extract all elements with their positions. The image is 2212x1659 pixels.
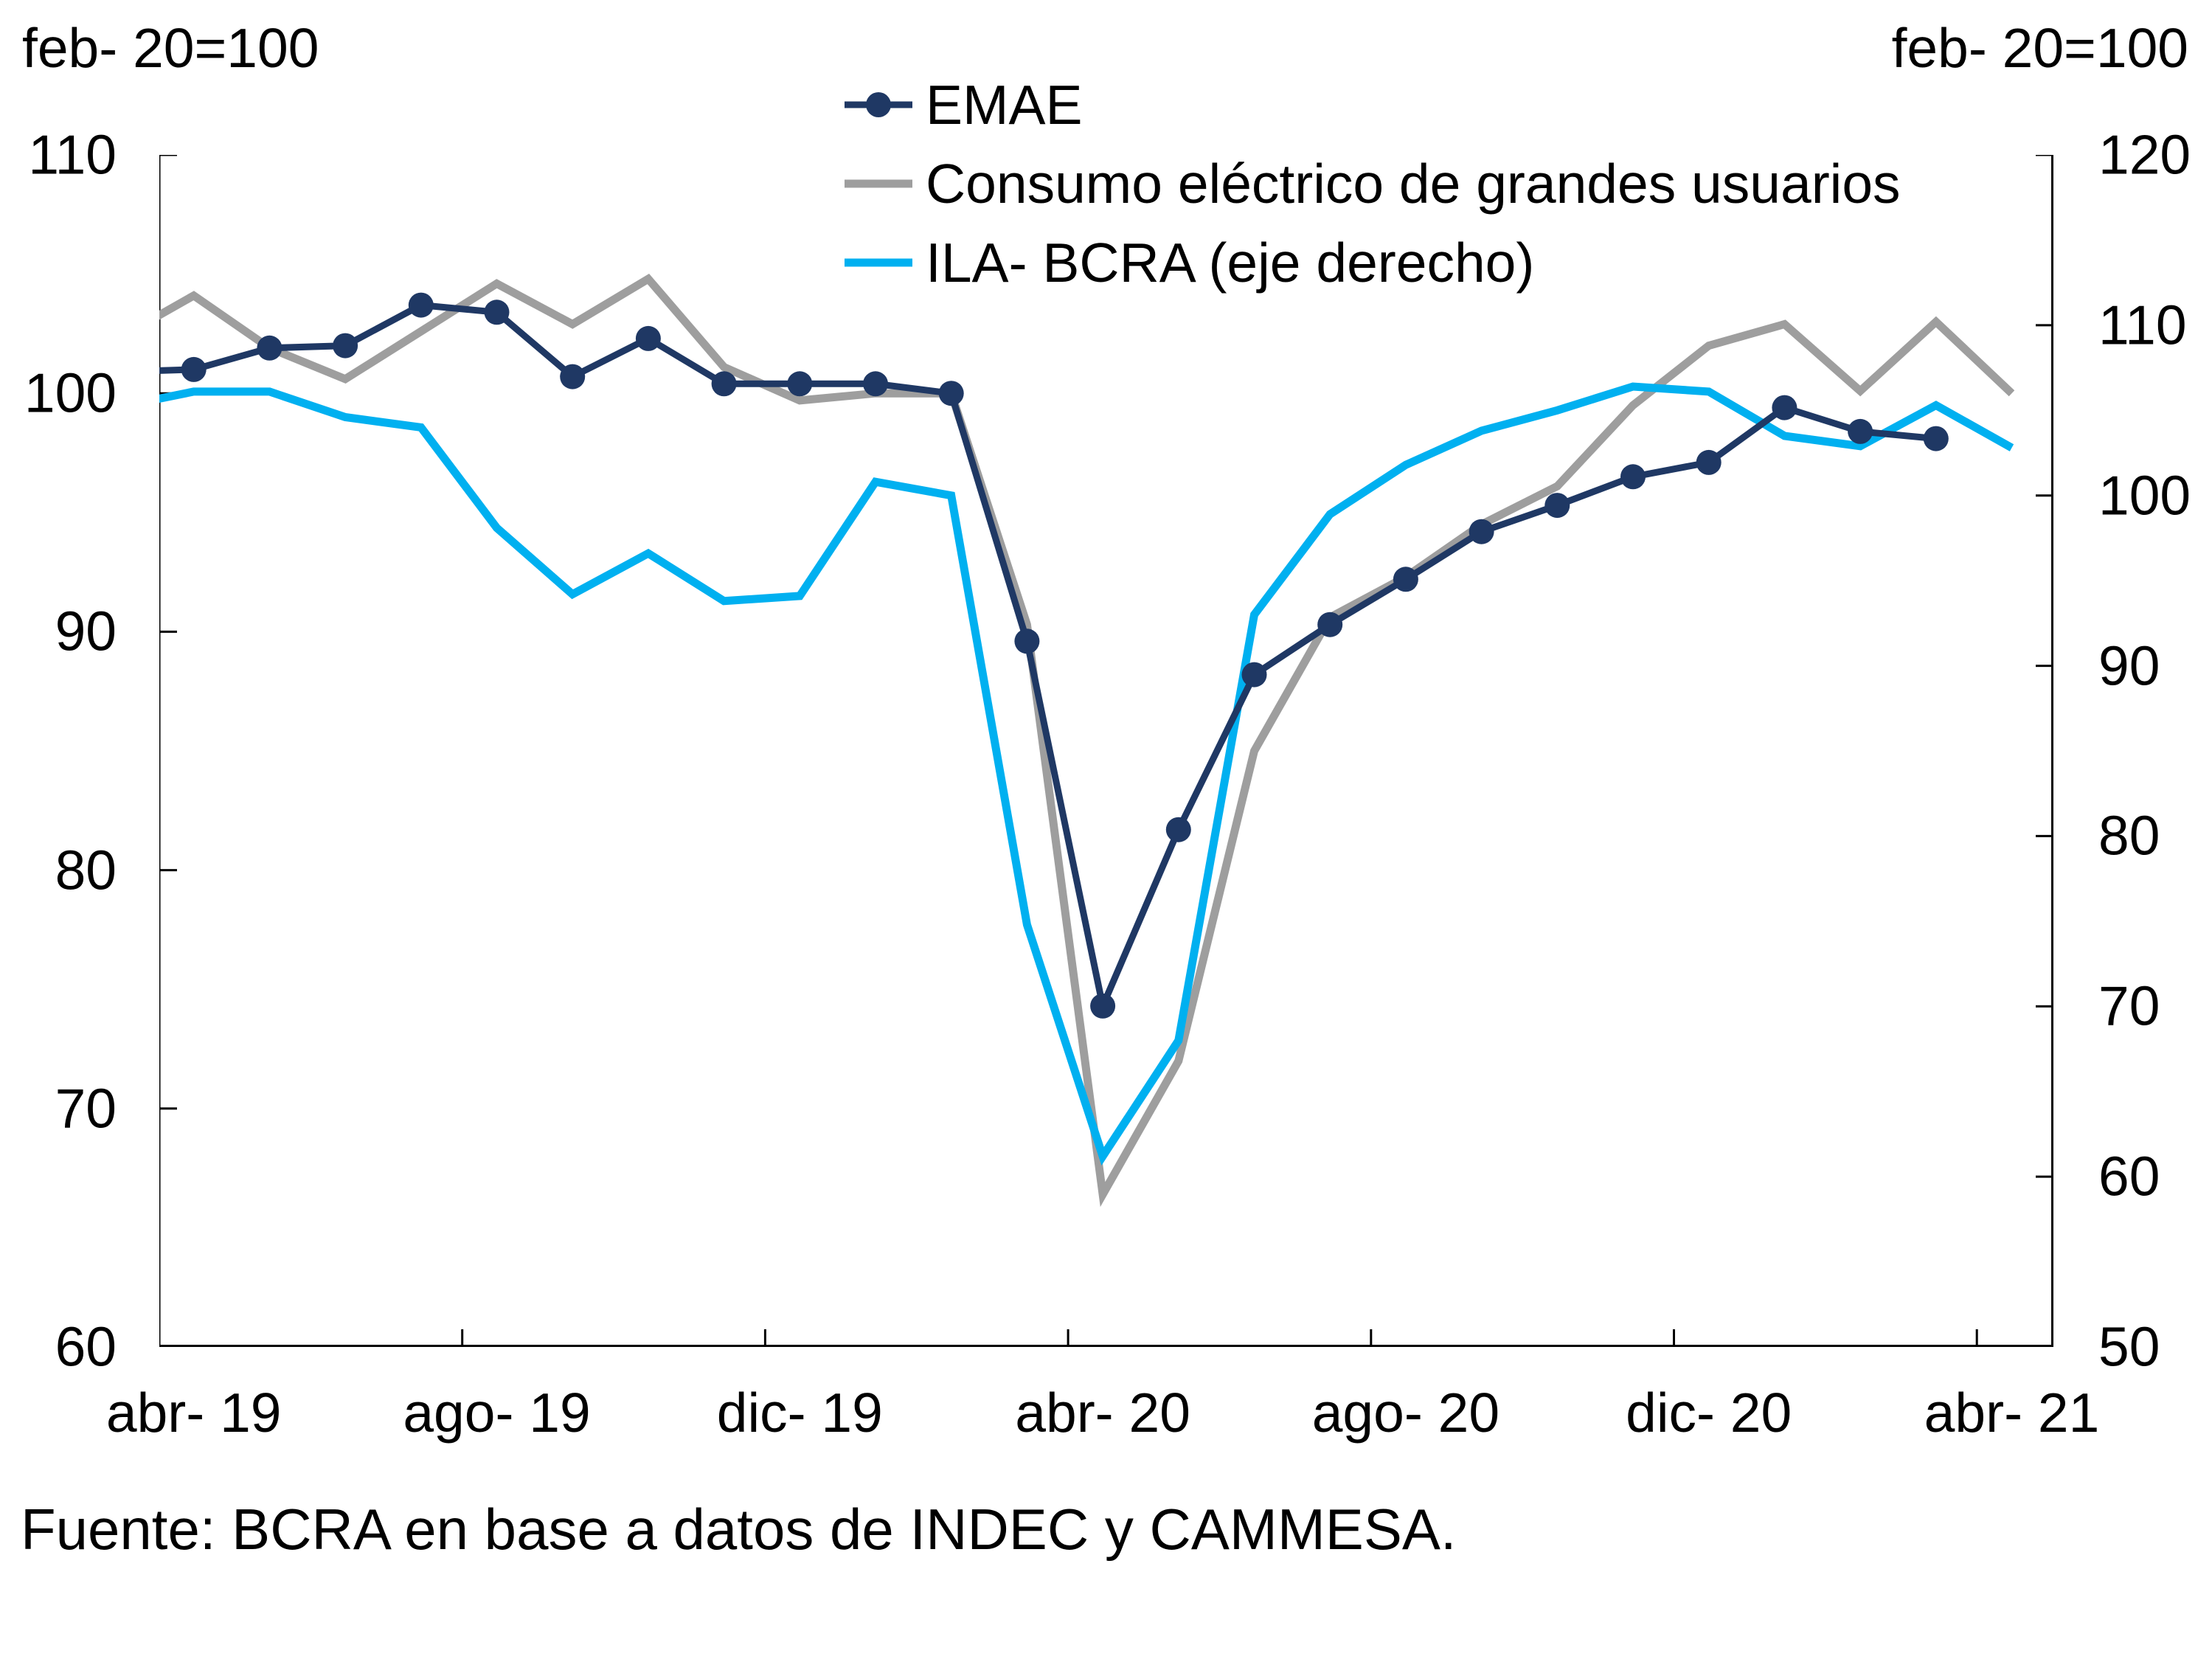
legend: EMAE Consumo eléctrico de grandes usuario… xyxy=(845,65,1901,302)
x-axis-tick-label: abr- 21 xyxy=(1924,1382,2100,1444)
legend-item-emae: EMAE xyxy=(845,65,1901,144)
x-axis-tick-label: ago- 20 xyxy=(1311,1382,1500,1444)
right-axis-tick-label: 80 xyxy=(2098,804,2160,867)
right-axis-tick-label: 110 xyxy=(2098,294,2187,356)
legend-label: Consumo eléctrico de grandes usuarios xyxy=(926,152,1901,215)
series-marker-emae xyxy=(1620,464,1646,490)
series-marker-emae xyxy=(1241,662,1267,688)
legend-swatch-ila-icon xyxy=(845,258,912,266)
series-marker-emae xyxy=(635,325,661,351)
right-axis-tick-label: 50 xyxy=(2098,1315,2160,1378)
series-marker-emae xyxy=(938,381,964,406)
series-marker-emae xyxy=(257,335,282,361)
series-marker-emae xyxy=(787,371,813,397)
series-line-emae xyxy=(159,301,1937,1017)
plot-area xyxy=(159,155,2053,1347)
series-marker-emae xyxy=(1165,817,1191,842)
legend-label: ILA- BCRA (eje derecho) xyxy=(926,231,1535,294)
series-marker-emae xyxy=(1393,567,1418,592)
series-marker-emae xyxy=(408,292,434,318)
x-axis-tick-label: dic- 19 xyxy=(716,1382,883,1444)
legend-label: EMAE xyxy=(926,73,1083,136)
left-axis-tick-label: 60 xyxy=(55,1315,117,1378)
series-marker-emae xyxy=(560,364,586,389)
source-note: Fuente: BCRA en base a datos de INDEC y … xyxy=(21,1497,1457,1562)
right-axis-tick-label: 90 xyxy=(2098,634,2160,697)
legend-swatch-consumo-icon xyxy=(845,179,912,187)
series-line-ila xyxy=(159,382,2014,1166)
right-axis-unit-note: feb- 20=100 xyxy=(1891,17,2188,79)
series-marker-emae xyxy=(1090,993,1116,1019)
series-line-consumo xyxy=(159,274,2015,1208)
right-axis-tick-label: 120 xyxy=(2098,123,2191,186)
series-marker-emae xyxy=(333,333,358,359)
series-marker-emae xyxy=(484,299,510,325)
series-marker-emae xyxy=(1317,612,1343,637)
series-marker-emae xyxy=(1923,426,1949,451)
series-marker-emae xyxy=(1696,449,1722,475)
right-axis-tick-label: 70 xyxy=(2098,974,2160,1037)
x-axis-tick-label: abr- 20 xyxy=(1015,1382,1190,1444)
left-axis-tick-label: 100 xyxy=(24,361,117,424)
right-axis-tick-label: 60 xyxy=(2098,1145,2160,1208)
series-marker-emae xyxy=(181,356,207,382)
x-axis-tick-label: ago- 19 xyxy=(403,1382,591,1444)
legend-item-ila: ILA- BCRA (eje derecho) xyxy=(845,223,1901,302)
x-axis-tick-label: abr- 19 xyxy=(105,1382,282,1444)
series-marker-emae xyxy=(1544,493,1570,519)
legend-swatch-emae-icon xyxy=(845,91,912,117)
series-marker-emae xyxy=(1469,519,1494,544)
series-marker-emae xyxy=(863,371,888,397)
left-axis-tick-label: 70 xyxy=(55,1077,117,1140)
x-axis-tick-label: dic- 20 xyxy=(1626,1382,1792,1444)
series-marker-emae xyxy=(1014,628,1040,654)
series-marker-emae xyxy=(1848,418,1873,444)
left-axis-unit-note: feb- 20=100 xyxy=(22,17,319,79)
series-marker-emae xyxy=(1772,395,1797,420)
left-axis-tick-label: 80 xyxy=(55,839,117,901)
left-axis-tick-label: 90 xyxy=(55,600,117,662)
left-axis-tick-label: 110 xyxy=(28,123,117,186)
series-marker-emae xyxy=(711,371,737,397)
legend-item-consumo: Consumo eléctrico de grandes usuarios xyxy=(845,144,1901,223)
right-axis-tick-label: 100 xyxy=(2098,464,2191,527)
